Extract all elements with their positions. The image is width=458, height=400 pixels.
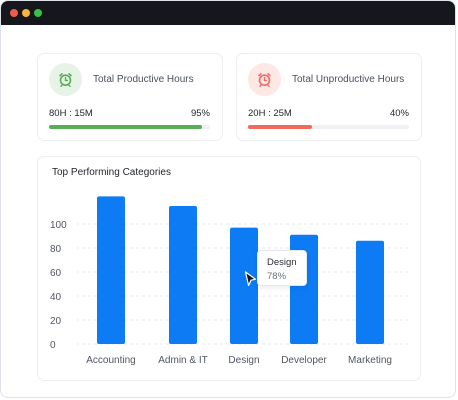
top-categories-chart-card: Top Performing Categories 0 20 40 60 80 100 Ac… bbox=[37, 156, 421, 381]
alarm-clock-icon bbox=[248, 63, 281, 96]
tooltip-category: Design bbox=[267, 257, 297, 268]
y-tick-label: 80 bbox=[50, 244, 62, 255]
productive-hours-value: 80H : 15M bbox=[49, 108, 93, 119]
x-category-label: Design bbox=[228, 355, 259, 366]
productive-hours-card: Total Productive Hours 80H : 15M 95% bbox=[37, 53, 223, 141]
chart-title: Top Performing Categories bbox=[52, 167, 171, 178]
window-close-button[interactable] bbox=[10, 9, 18, 17]
window-minimize-button[interactable] bbox=[22, 9, 30, 17]
productive-progress-track bbox=[49, 125, 210, 129]
y-tick-label: 60 bbox=[50, 268, 62, 279]
unproductive-hours-value: 20H : 25M bbox=[248, 108, 292, 119]
bar-accounting[interactable] bbox=[97, 196, 125, 344]
unproductive-progress-fill bbox=[248, 125, 313, 129]
pointer-cursor-icon bbox=[244, 271, 257, 287]
unproductive-hours-card: Total Unproductive Hours 20H : 25M 40% bbox=[236, 53, 422, 141]
y-tick-label: 20 bbox=[50, 316, 62, 327]
y-tick-label: 40 bbox=[50, 292, 62, 303]
x-category-label: Accounting bbox=[86, 355, 135, 366]
x-category-label: Marketing bbox=[348, 355, 392, 366]
bar-admin-it[interactable] bbox=[169, 206, 197, 344]
x-category-label: Developer bbox=[281, 355, 327, 366]
window-titlebar bbox=[1, 1, 455, 25]
unproductive-hours-title: Total Unproductive Hours bbox=[292, 74, 405, 85]
unproductive-hours-percent: 40% bbox=[389, 108, 409, 119]
productive-hours-title: Total Productive Hours bbox=[93, 74, 194, 85]
tooltip-value: 78% bbox=[267, 271, 287, 282]
alarm-clock-icon bbox=[49, 63, 82, 96]
y-tick-label: 100 bbox=[50, 220, 67, 231]
bar-marketing[interactable] bbox=[356, 240, 384, 344]
y-tick-label: 0 bbox=[50, 340, 56, 351]
chart-tooltip: Design 78% bbox=[257, 250, 307, 286]
productive-progress-fill bbox=[49, 125, 202, 129]
bar-design[interactable] bbox=[230, 227, 258, 344]
x-category-label: Admin & IT bbox=[158, 355, 207, 366]
productive-hours-percent: 95% bbox=[190, 108, 210, 119]
unproductive-progress-track bbox=[248, 125, 409, 129]
window-maximize-button[interactable] bbox=[34, 9, 42, 17]
